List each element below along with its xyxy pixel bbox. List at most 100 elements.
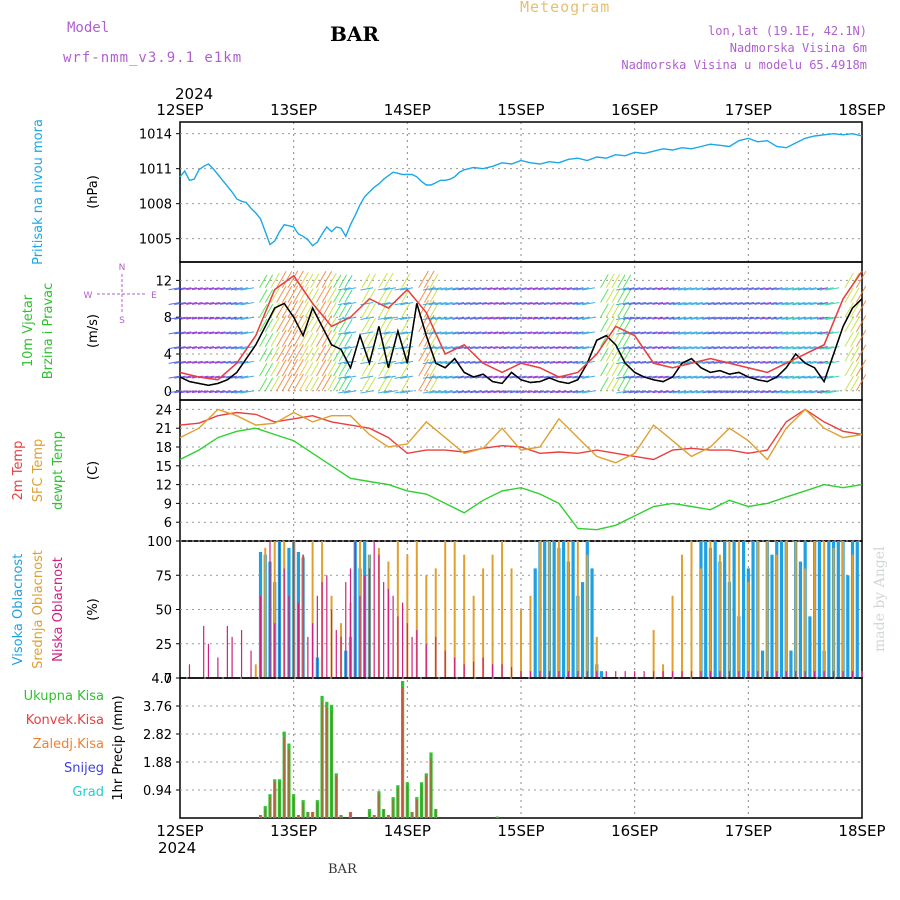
wind-barb: [663, 346, 675, 350]
wind-barb: [581, 301, 595, 306]
wind-barb: [394, 287, 408, 291]
wind-barb: [281, 315, 293, 333]
wind-barb: [401, 317, 411, 333]
wind-barb: [515, 287, 527, 291]
wind-barb: [809, 287, 823, 291]
pressure-ytick-label: 1011: [139, 163, 172, 178]
wind-barb: [634, 390, 647, 394]
wind-barb: [264, 289, 274, 303]
cloud-bar-low: [373, 541, 375, 678]
cloud-bar-mid: [548, 541, 551, 678]
precip-bar-conv: [293, 797, 295, 818]
wind-barb: [234, 346, 249, 350]
wind-barb: [304, 361, 314, 377]
wind-barb: [702, 287, 715, 291]
cloud-bar-high: [846, 575, 850, 678]
precip-bar-conv: [430, 758, 432, 818]
wind-barb: [377, 287, 391, 291]
wind-barb: [377, 375, 391, 379]
wind-barb: [850, 316, 860, 333]
wind-barb: [503, 301, 516, 306]
precip-bar-conv: [326, 707, 328, 818]
cloud-bar-mid: [453, 541, 456, 678]
wind-barb: [850, 302, 860, 318]
precip-bar-conv: [330, 710, 333, 818]
wind-barb: [367, 376, 376, 392]
wind-barb: [298, 360, 309, 377]
wind-barb: [572, 287, 584, 291]
cloud-bar-mid: [652, 630, 655, 678]
wind-barb: [434, 301, 448, 306]
cloud-bar-high: [704, 541, 708, 678]
wind-barb: [338, 333, 348, 347]
cloud-bar-low: [586, 671, 588, 678]
wind-barb: [657, 346, 669, 350]
wind-barb: [825, 301, 840, 306]
wind-barb: [690, 331, 703, 335]
cloud-bar-low: [785, 671, 787, 678]
wind-barb: [825, 346, 840, 350]
wind-barb: [321, 344, 333, 362]
wind-barb: [736, 287, 749, 291]
wind-barb: [422, 287, 436, 291]
wind-barb: [475, 301, 487, 306]
cloud-bar-high: [580, 582, 585, 678]
cloud-bar-low: [397, 616, 399, 678]
wind-barb: [566, 316, 578, 320]
wind-barb: [321, 359, 333, 377]
wind-barb: [422, 375, 436, 379]
wind-barb: [203, 346, 215, 349]
wind-barb: [344, 304, 353, 318]
wind-barb: [259, 274, 268, 289]
wind-barb: [725, 390, 738, 394]
compass-n: N: [119, 263, 126, 273]
wind-barb: [360, 360, 374, 365]
wind-barb: [657, 331, 669, 335]
wind-barb: [487, 331, 499, 335]
wind-barb: [378, 331, 388, 347]
precip-ylabel: 1hr Precip (mm): [111, 695, 126, 800]
cloud-bar-low: [307, 636, 309, 678]
wind-series-speed: [179, 298, 863, 387]
cloud-bar-mid: [737, 541, 740, 678]
wind-barb: [527, 360, 539, 364]
wind-barb: [487, 301, 499, 305]
cloud-bar-mid: [804, 568, 807, 678]
wind-barb: [230, 287, 243, 291]
wind-barb: [634, 316, 647, 320]
wind-barb: [543, 287, 556, 291]
wind-barb: [707, 287, 721, 291]
wind-barb: [652, 316, 664, 320]
wind-barb: [809, 316, 823, 320]
wind-barb: [792, 301, 806, 306]
wind-barb: [321, 374, 333, 392]
wind-barb: [304, 376, 314, 392]
temperature-ylabel: (C): [86, 461, 101, 480]
cloud-bar-high: [789, 650, 793, 678]
wind-barb: [214, 301, 226, 305]
wind-barb: [487, 375, 499, 379]
wind-barb: [600, 288, 609, 303]
wind-barb: [690, 346, 703, 350]
wind-barb: [611, 303, 621, 318]
wind-barb: [343, 287, 357, 291]
precip-bar-conv: [264, 809, 266, 818]
wind-barb: [360, 287, 374, 291]
wind-barb: [192, 287, 203, 291]
wind-barb: [422, 301, 436, 306]
wind-barb: [804, 390, 817, 394]
precip-legend-item: Snijeg: [64, 761, 104, 776]
pressure-ytick-label: 1014: [139, 128, 172, 143]
wind-barb: [725, 316, 738, 320]
wind-barb: [367, 361, 376, 377]
cloud-bar-low: [383, 582, 385, 678]
wind-barb: [668, 360, 681, 364]
wind-ytick-label: 4: [164, 348, 172, 363]
wind-barb: [343, 331, 357, 335]
wind-barb: [429, 288, 439, 303]
wind-barb: [418, 373, 429, 392]
wind-barb: [298, 301, 309, 318]
wind-barb: [418, 270, 429, 289]
wind-barb: [707, 375, 721, 379]
wind-barb: [646, 346, 658, 350]
